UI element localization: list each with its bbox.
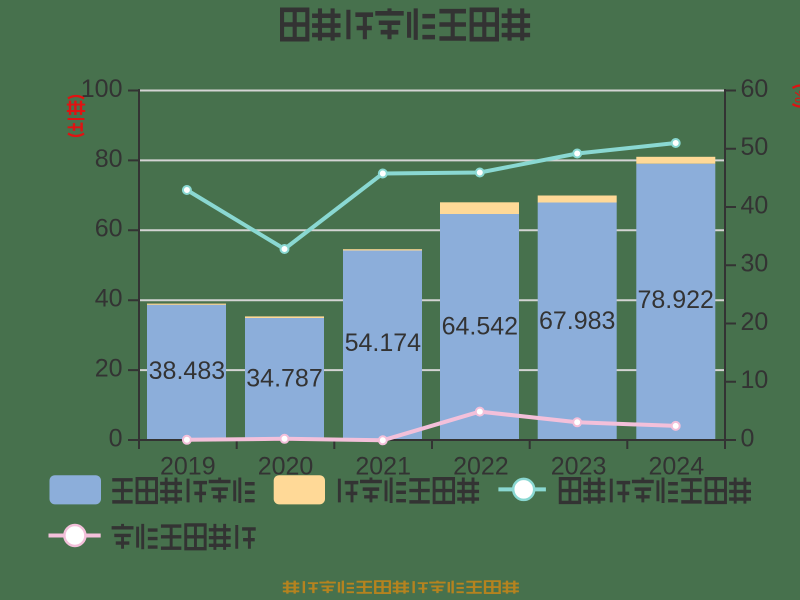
svg-text:40: 40	[95, 285, 123, 313]
svg-text:60: 60	[741, 75, 769, 103]
svg-text:40: 40	[741, 191, 769, 219]
svg-text:78.922: 78.922	[637, 286, 713, 314]
svg-text:2024: 2024	[648, 452, 704, 480]
svg-text:60: 60	[95, 215, 123, 243]
svg-text:%: %	[791, 89, 800, 103]
svg-text:50: 50	[741, 133, 769, 161]
svg-text:2023: 2023	[551, 452, 607, 480]
svg-text:0: 0	[109, 424, 123, 452]
svg-text:2021: 2021	[355, 452, 411, 480]
svg-text:20: 20	[741, 308, 769, 336]
svg-text:54.174: 54.174	[345, 329, 422, 357]
svg-text:100: 100	[81, 75, 123, 103]
svg-text:30: 30	[741, 250, 769, 278]
svg-text:64.542: 64.542	[442, 313, 518, 341]
svg-text:10: 10	[741, 366, 769, 394]
svg-text:34.787: 34.787	[246, 365, 322, 393]
svg-text:2022: 2022	[453, 452, 509, 480]
svg-text:80: 80	[95, 145, 123, 173]
svg-text:20: 20	[95, 355, 123, 383]
svg-text:2019: 2019	[160, 452, 216, 480]
svg-text:38.483: 38.483	[149, 357, 225, 385]
svg-text:0: 0	[741, 424, 755, 452]
svg-text:67.983: 67.983	[539, 307, 615, 335]
